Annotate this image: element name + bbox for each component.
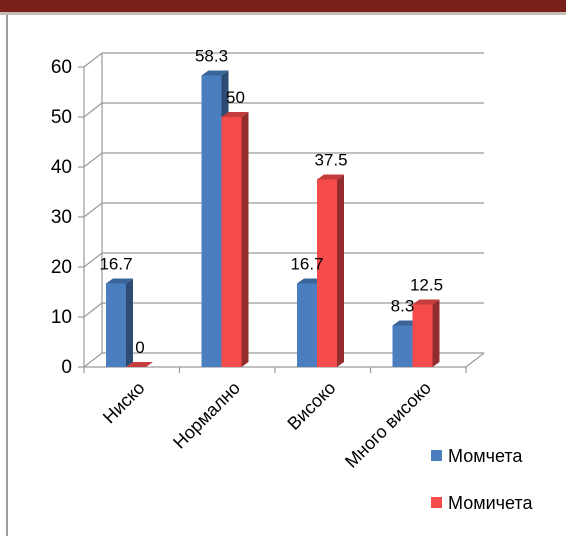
bar-side-1-2 [337,174,344,367]
bar-0-0 [106,278,133,367]
legend-label-1: Момичета [448,493,533,513]
header-bar-highlight [0,12,566,15]
bar-side-0-0 [126,278,133,367]
bar-front-1-1 [221,117,242,367]
y-axis-ticks: 0 10 20 30 40 50 60 [51,57,467,378]
gridline-diag-4 [83,152,103,168]
gridline-diag-1 [83,302,103,318]
floor-left-edge [83,352,103,368]
bar-front-0-2 [297,283,317,367]
category-label-3: Много високо [341,378,435,472]
bar-front-0-3 [392,325,413,367]
bar-1-3 [412,299,440,367]
bar-1-1 [221,112,249,367]
category-label-1: Нормално [169,378,244,453]
bar-top-1-2 [317,174,344,180]
bars [106,70,440,367]
gridline-diag-5 [83,102,103,118]
y-tick-label-5: 50 [51,107,72,128]
bar-front-0-1 [201,75,222,367]
y-tick-label-2: 20 [51,257,72,278]
gridline-diag-2 [83,252,103,268]
header-bar [0,0,566,12]
bar-front-1-3 [412,304,433,367]
bar-1-0 [126,362,153,367]
data-label-0-0: 16.7 [99,255,132,274]
data-label-0-3: 8.3 [391,297,415,316]
bar-top-1-3 [412,299,440,305]
legend-label-0: Момчета [448,446,523,466]
data-label-0-1: 58.3 [195,47,228,66]
y-tick-label-4: 40 [51,157,72,178]
bar-top-0-0 [106,278,133,284]
gridline-diag-6 [83,52,103,68]
data-label-0-2: 16.7 [290,255,323,274]
bar-front-1-2 [317,179,337,367]
bar-front-0-0 [106,283,126,367]
y-tick-label-1: 10 [51,307,72,328]
bar-top-1-1 [221,112,249,117]
data-label-1-1: 50 [226,88,245,107]
category-labels: Ниско Нормално Високо Много високо [99,378,435,472]
legend-swatch-1 [431,497,442,508]
y-tick-label-6: 60 [51,57,72,78]
category-label-2: Високо [283,378,339,434]
gridline-diag-3 [83,202,103,218]
legend: Момчета Момичета [431,446,533,513]
data-label-1-0: 0 [135,338,144,357]
bar-1-2 [317,174,344,367]
bar-top-1-0 [126,362,153,367]
gridlines [83,52,484,318]
y-tick-label-0: 0 [61,357,72,378]
floor-right-edge [465,352,485,368]
bar-top-0-1 [201,70,229,76]
data-label-1-2: 37.5 [314,151,347,170]
data-label-1-3: 12.5 [410,276,443,295]
y-tick-label-3: 30 [51,207,72,228]
data-labels: 16.7 0 58.3 50 16.7 37.5 8.3 12.5 [99,47,443,358]
bar-side-1-3 [432,299,440,367]
category-label-0: Ниско [99,378,149,428]
bar-side-1-1 [241,112,249,367]
legend-swatch-0 [431,450,442,461]
